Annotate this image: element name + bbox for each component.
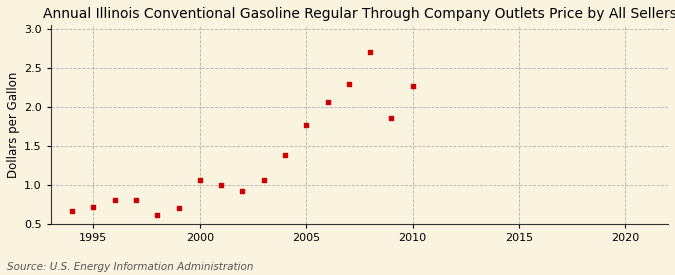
Point [259, 177, 269, 182]
Point [364, 50, 375, 54]
Point [216, 183, 227, 187]
Point [194, 177, 205, 182]
Point [109, 198, 120, 202]
Y-axis label: Dollars per Gallon: Dollars per Gallon [7, 72, 20, 178]
Point [67, 209, 78, 213]
Text: Source: U.S. Energy Information Administration: Source: U.S. Energy Information Administ… [7, 262, 253, 272]
Point [344, 81, 354, 86]
Point [88, 205, 99, 209]
Point [279, 153, 290, 158]
Point [322, 99, 333, 104]
Point [173, 206, 184, 210]
Point [152, 213, 163, 217]
Point [407, 84, 418, 88]
Point [237, 188, 248, 193]
Title: Annual Illinois Conventional Gasoline Regular Through Company Outlets Price by A: Annual Illinois Conventional Gasoline Re… [43, 7, 675, 21]
Point [301, 123, 312, 127]
Point [131, 198, 142, 202]
Point [386, 116, 397, 120]
